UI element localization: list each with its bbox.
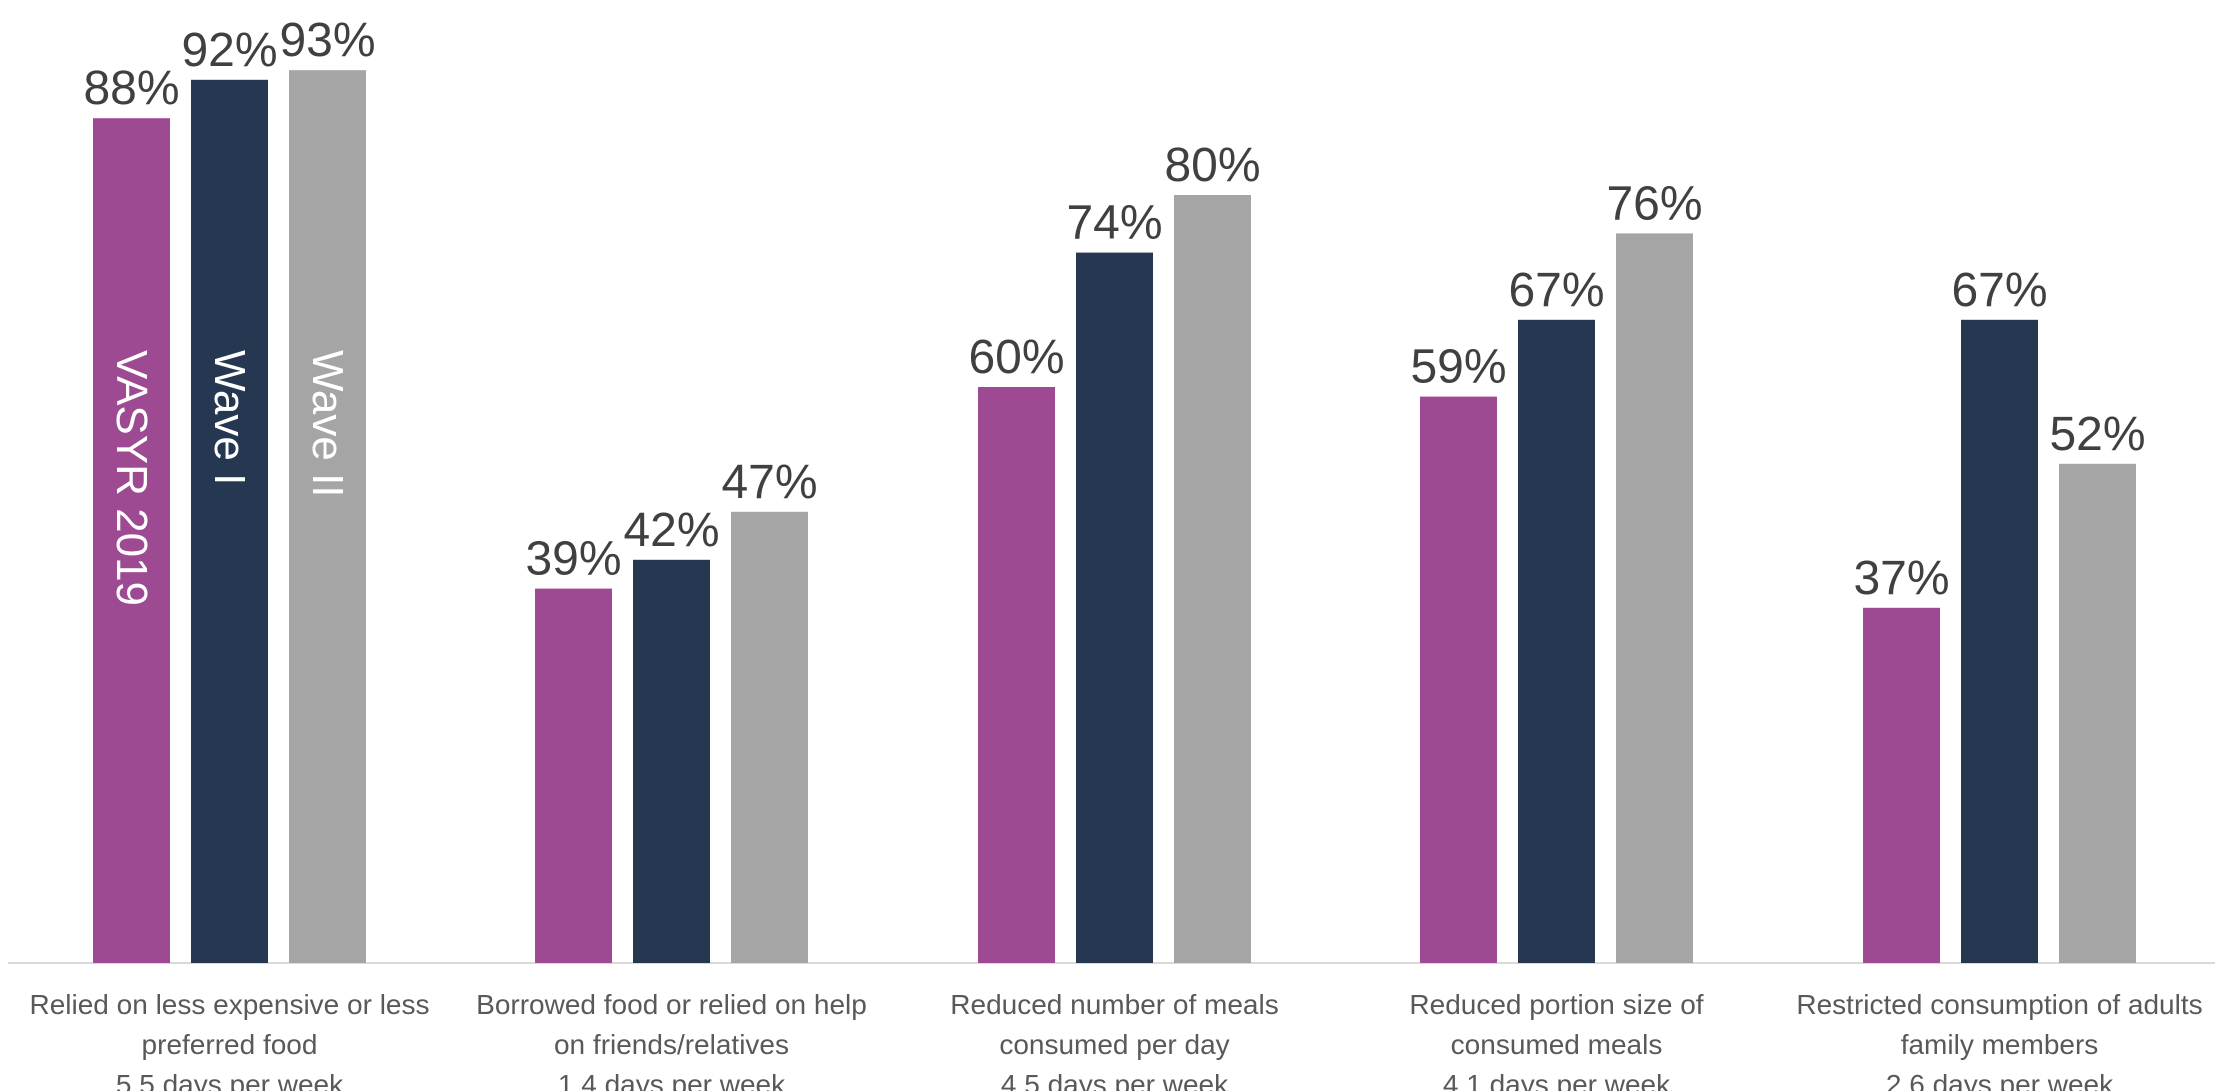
value-label-4-1: 59% [1410, 341, 1506, 394]
value-label-2-1: 39% [525, 533, 621, 586]
series-label-2: Wave I [205, 350, 254, 485]
value-label-3-3: 80% [1164, 139, 1260, 192]
value-label-5-2: 67% [1951, 264, 2047, 317]
bar-3-2 [1076, 252, 1153, 964]
category-label-5: Restricted consumption of adults family m… [1796, 989, 2202, 1091]
category-label-2: Borrowed food or relied on help on friend… [476, 989, 867, 1091]
category-labels-group: Relied on less expensive or less preferre… [30, 989, 2203, 1091]
value-label-1-1: 88% [83, 62, 179, 115]
category-label-1: Relied on less expensive or less preferre… [30, 989, 430, 1091]
bar-5-1 [1863, 607, 1940, 963]
bar-4-3 [1616, 233, 1693, 963]
value-label-3-2: 74% [1066, 197, 1162, 250]
bar-2-3 [731, 511, 808, 963]
value-label-4-3: 76% [1606, 177, 1702, 230]
value-labels-group: 88%92% 93%39%42%47%60%74%80%59%67%76%37%6… [83, 14, 2145, 605]
bar-1-1 [93, 118, 170, 963]
bar-3-3 [1174, 195, 1251, 963]
bar-4-2 [1518, 319, 1595, 963]
bars-group [93, 70, 2136, 964]
value-label-5-1: 37% [1853, 552, 1949, 605]
value-label-3-1: 60% [968, 331, 1064, 384]
bar-2-1 [535, 588, 612, 963]
category-label-4: Reduced portion size of consumed meals 4.1… [1409, 989, 1703, 1091]
value-label-2-2: 42% [623, 504, 719, 557]
category-label-3: Reduced number of meals consumed per day 4… [950, 989, 1278, 1091]
bar-5-3 [2059, 463, 2136, 963]
bar-1-3 [289, 70, 366, 963]
bar-5-2 [1961, 319, 2038, 963]
value-label-1-2: 92% [181, 24, 277, 77]
value-label-1-3: 93% [279, 14, 375, 67]
bar-2-2 [633, 559, 710, 963]
series-label-3: Wave II [303, 350, 352, 498]
series-labels-group: VASYR 2019 Wave I Wave II [107, 350, 352, 606]
bar-3-1 [978, 387, 1055, 963]
bar-4-1 [1420, 396, 1497, 964]
value-label-4-2: 67% [1508, 264, 1604, 317]
series-label-1: VASYR 2019 [107, 350, 156, 606]
value-label-5-3: 52% [2049, 408, 2145, 461]
value-label-2-3: 47% [721, 456, 817, 509]
bar-1-2 [191, 79, 268, 964]
